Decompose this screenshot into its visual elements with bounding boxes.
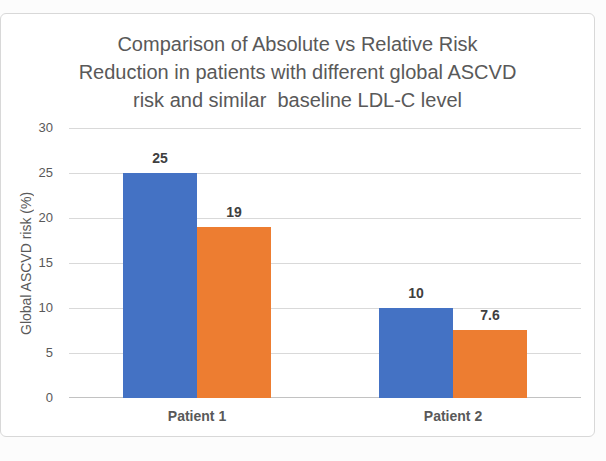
bar-group-1: 25 19 bbox=[69, 128, 325, 398]
data-label-series1-patient-2: 10 bbox=[379, 285, 453, 301]
data-label-series2-patient-2: 7.6 bbox=[453, 307, 527, 323]
data-label-series1-patient-1: 25 bbox=[123, 150, 197, 166]
y-tick-label-10: 10 bbox=[13, 300, 53, 316]
y-axis-ticks: 0 5 10 15 20 25 30 bbox=[1, 14, 59, 436]
y-tick-label-25: 25 bbox=[13, 165, 53, 181]
y-tick-label-30: 30 bbox=[13, 120, 53, 136]
x-axis-labels: Patient 1Patient 2 bbox=[69, 406, 581, 428]
x-category-label-1: Patient 1 bbox=[69, 406, 325, 426]
y-tick-label-20: 20 bbox=[13, 210, 53, 226]
y-tick-label-5: 5 bbox=[13, 345, 53, 361]
bar-series1-patient-1 bbox=[123, 173, 197, 398]
bar-series2-patient-2 bbox=[453, 330, 527, 398]
data-label-series2-patient-1: 19 bbox=[197, 204, 271, 220]
x-category-label-2: Patient 2 bbox=[325, 406, 581, 426]
bar-series1-patient-2 bbox=[379, 308, 453, 398]
y-tick-label-0: 0 bbox=[13, 390, 53, 406]
chart-title-line-1: Comparison of Absolute vs Relative Risk bbox=[1, 30, 594, 58]
chart-frame: Comparison of Absolute vs Relative Risk … bbox=[0, 13, 595, 437]
plot-area: 25 19 107.6 bbox=[69, 128, 581, 398]
chart-title-line-2: Reduction in patients with different glo… bbox=[1, 58, 594, 86]
chart-title-line-3: risk and similar baseline LDL-C level bbox=[1, 86, 594, 114]
y-tick-label-15: 15 bbox=[13, 255, 53, 271]
chart-title: Comparison of Absolute vs Relative Risk … bbox=[1, 30, 594, 114]
bar-series2-patient-1 bbox=[197, 227, 271, 398]
bar-group-2: 107.6 bbox=[325, 128, 581, 398]
